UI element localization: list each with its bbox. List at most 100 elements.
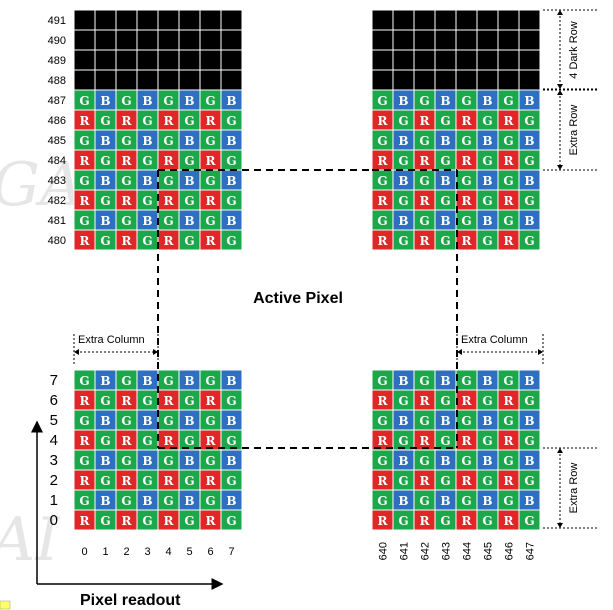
pixel-letter: B bbox=[100, 94, 110, 108]
pixel-letter: B bbox=[100, 494, 110, 508]
pixel-letter: G bbox=[419, 374, 429, 388]
dark-pixel bbox=[73, 29, 96, 51]
pixel-letter: R bbox=[420, 154, 431, 168]
pixel-block-top-right: G B G B G B G BR G R G R G R GG B G B G B G BR G R G R G R GG B G B G B G B… bbox=[371, 9, 541, 251]
pixel-letter: R bbox=[504, 114, 515, 128]
readout-axes bbox=[31, 420, 224, 590]
dark-pixel bbox=[73, 9, 96, 31]
pixel-letter: R bbox=[164, 234, 175, 248]
pixel-letter: G bbox=[482, 234, 492, 248]
axis-labels: 491 490 489 488 487 486 485 484 483 482 481 480 7 6 5 4… bbox=[48, 15, 537, 560]
dark-pixel bbox=[178, 69, 201, 91]
dark-pixel bbox=[392, 29, 415, 51]
watermark-bottom: AI bbox=[0, 505, 60, 575]
pixel-letter: G bbox=[398, 434, 408, 448]
pixel-letter: B bbox=[100, 214, 110, 228]
dark-pixel bbox=[518, 9, 541, 31]
pixel-letter: G bbox=[184, 394, 194, 408]
pixel-letter: G bbox=[461, 94, 471, 108]
pixel-letter: R bbox=[378, 234, 389, 248]
dark-pixel bbox=[434, 49, 457, 71]
pixel-letter: G bbox=[79, 414, 89, 428]
row-label-bottom: 0 bbox=[50, 512, 58, 529]
pixel-letter: R bbox=[122, 394, 133, 408]
pixel-letter: G bbox=[226, 394, 236, 408]
pixel-letter: G bbox=[121, 454, 131, 468]
pixel-letter: G bbox=[100, 234, 110, 248]
dark-pixel bbox=[115, 29, 138, 51]
row-label-top: 480 bbox=[48, 235, 66, 247]
pixel-letter: B bbox=[440, 174, 450, 188]
pixel-letter: B bbox=[398, 94, 408, 108]
pixel-letter: B bbox=[226, 134, 236, 148]
pixel-letter: B bbox=[440, 494, 450, 508]
pixel-letter: G bbox=[461, 494, 471, 508]
pixel-letter: R bbox=[378, 474, 389, 488]
dark-pixel bbox=[413, 49, 436, 71]
dark-pixel bbox=[434, 69, 457, 91]
dark-pixel bbox=[497, 29, 520, 51]
pixel-letter: G bbox=[440, 514, 450, 528]
row-label-top: 481 bbox=[48, 215, 66, 227]
pixel-letter: B bbox=[100, 174, 110, 188]
pixel-letter: G bbox=[79, 214, 89, 228]
dark-pixel bbox=[497, 69, 520, 91]
col-label-bottom-right: 642 bbox=[420, 542, 432, 560]
pixel-letter: B bbox=[184, 134, 194, 148]
dark-pixel bbox=[136, 69, 159, 91]
pixel-letter: G bbox=[163, 134, 173, 148]
pixel-letter: R bbox=[80, 154, 91, 168]
pixel-letter: B bbox=[184, 214, 194, 228]
pixel-letter: G bbox=[503, 374, 513, 388]
pixel-letter: G bbox=[503, 414, 513, 428]
pixel-letter: G bbox=[226, 434, 236, 448]
row-label-top: 487 bbox=[48, 95, 66, 107]
pixel-letter: B bbox=[184, 374, 194, 388]
pixel-letter: R bbox=[504, 234, 515, 248]
pixel-letter: G bbox=[482, 514, 492, 528]
pixel-letter: G bbox=[163, 374, 173, 388]
pixel-letter: B bbox=[142, 174, 152, 188]
pixel-letter: G bbox=[440, 394, 450, 408]
row-label-top: 482 bbox=[48, 195, 66, 207]
dark-pixel bbox=[157, 9, 180, 31]
pixel-letter: R bbox=[462, 194, 473, 208]
pixel-letter: B bbox=[398, 134, 408, 148]
pixel-letter: R bbox=[122, 194, 133, 208]
extra-row-bottom-label: Extra Row bbox=[568, 463, 580, 514]
pixel-letter: G bbox=[79, 94, 89, 108]
pixel-letter: R bbox=[462, 514, 473, 528]
col-label-bottom-right: 647 bbox=[525, 542, 537, 560]
dark-pixel bbox=[413, 69, 436, 91]
row-label-bottom: 5 bbox=[50, 412, 58, 429]
pixel-letter: R bbox=[164, 514, 175, 528]
active-pixel-title: Active Pixel bbox=[253, 290, 343, 307]
pixel-letter: R bbox=[206, 154, 217, 168]
row-label-top: 486 bbox=[48, 115, 66, 127]
pixel-letter: R bbox=[80, 514, 91, 528]
dark-pixel bbox=[371, 9, 394, 31]
pixel-letter: R bbox=[206, 394, 217, 408]
extra-column-left-label: Extra Column bbox=[78, 334, 145, 346]
pixel-letter: G bbox=[419, 414, 429, 428]
dark-pixel bbox=[413, 9, 436, 31]
pixel-letter: G bbox=[121, 374, 131, 388]
pixel-letter: G bbox=[377, 374, 387, 388]
pixel-letter: B bbox=[440, 134, 450, 148]
pixel-letter: R bbox=[504, 514, 515, 528]
pixel-letter: G bbox=[142, 234, 152, 248]
pixel-letter: G bbox=[398, 154, 408, 168]
col-label-bottom-right: 645 bbox=[483, 542, 495, 560]
pixel-letter: G bbox=[524, 194, 534, 208]
pixel-letter: B bbox=[524, 174, 534, 188]
pixel-letter: G bbox=[205, 374, 215, 388]
dark-pixel bbox=[371, 49, 394, 71]
pixel-letter: R bbox=[462, 234, 473, 248]
pixel-letter: G bbox=[226, 514, 236, 528]
dark-pixel bbox=[136, 49, 159, 71]
pixel-letter: R bbox=[462, 394, 473, 408]
pixel-letter: B bbox=[398, 214, 408, 228]
pixel-letter: R bbox=[462, 474, 473, 488]
pixel-letter: G bbox=[142, 194, 152, 208]
pixel-letter: G bbox=[142, 114, 152, 128]
